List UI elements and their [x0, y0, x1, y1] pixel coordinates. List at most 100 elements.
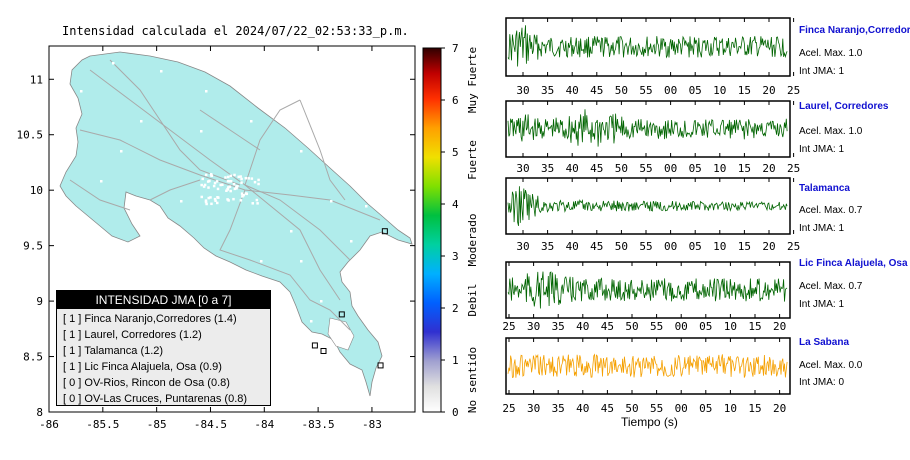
waveform-tick-label: 50	[615, 162, 628, 175]
station-jma: Int JMA: 1	[799, 223, 845, 234]
map-y-tick-label: 10.5	[17, 129, 44, 142]
waveform-tick-label: 15	[738, 84, 751, 97]
map-y-tick-label: 9.5	[23, 240, 43, 253]
waveform-tick-label: 05	[689, 162, 702, 175]
waveform-tick-label: 40	[566, 240, 579, 253]
waveform-panel: 25 30 35 40 45 50 55 00 05 10 15 20	[502, 261, 791, 333]
waveform-trace	[507, 25, 788, 67]
waveform-tick-label: 45	[590, 84, 603, 97]
station-marker	[381, 228, 388, 235]
station-jma: Int JMA: 1	[799, 144, 845, 155]
waveform-tick-label: 00	[664, 162, 677, 175]
station-marker	[377, 362, 384, 369]
waveform-tick-label: 45	[601, 320, 614, 333]
waveform-tick-label: 45	[601, 402, 614, 415]
waveform-panel: 30 35 40 45 50 55 00 05 10 15 20 25	[505, 177, 800, 253]
waveform-tick-label: 40	[566, 162, 579, 175]
colorbar-tick-label: 6	[452, 94, 459, 107]
waveform-tick-label: 10	[724, 402, 737, 415]
waveform-tick-label: 55	[650, 402, 663, 415]
waveform-tick-label: 50	[615, 240, 628, 253]
road-network	[69, 59, 381, 331]
station-acel: Acel. Max. 0.7	[799, 281, 863, 292]
waveform-tick-label: 20	[762, 84, 775, 97]
waveform-tick-label: 00	[664, 240, 677, 253]
colorbar-category-label: Debil	[466, 283, 479, 316]
station-marker	[338, 311, 345, 318]
map-x-tick-label: -84	[254, 418, 274, 431]
waveform-tick-label: 35	[541, 240, 554, 253]
colorbar-tick-label: 0	[452, 406, 459, 419]
colorbar-tick-label: 1	[452, 354, 459, 367]
waveform-tick-label: 00	[664, 84, 677, 97]
waveform-tick-label: 10	[724, 320, 737, 333]
waveform-tick-label: 20	[762, 240, 775, 253]
station-marker	[311, 342, 318, 349]
colorbar-category-label: No sentido	[466, 347, 479, 413]
waveform-tick-label: 30	[516, 84, 529, 97]
waveform-tick-label: 25	[787, 84, 800, 97]
waveform-tick-label: 05	[699, 402, 712, 415]
waveform-trace	[507, 109, 788, 147]
waveform-tick-label: 15	[738, 240, 751, 253]
station-acel: Acel. Max. 0.0	[799, 360, 863, 371]
waveform-tick-label: 00	[675, 320, 688, 333]
waveform-tick-label: 25	[787, 240, 800, 253]
waveform-tick-label: 20	[773, 402, 786, 415]
colorbar-tick-label: 7	[452, 42, 459, 55]
waveform-tick-label: 20	[773, 320, 786, 333]
waveform-tick-label: 00	[675, 402, 688, 415]
station-name: Lic Finca Alajuela, Osa	[799, 258, 908, 269]
waveform-tick-label: 50	[625, 320, 638, 333]
waveform-tick-label: 35	[552, 320, 565, 333]
colorbar-tick-label: 5	[452, 146, 459, 159]
waveform-tick-label: 10	[713, 84, 726, 97]
waveform-tick-label: 55	[639, 84, 652, 97]
map-x-tick-label: -83.5	[302, 418, 335, 431]
map-y-axis: 11 10.5 10 9.5 9 8.5 8	[17, 73, 415, 419]
legend-title: INTENSIDAD JMA [0 a 7]	[57, 291, 270, 309]
station-name: Finca Naranjo,Corredores	[799, 25, 910, 36]
intensity-legend: INTENSIDAD JMA [0 a 7] [ 1 ] Finca Naran…	[56, 290, 271, 406]
station-jma: Int JMA: 0	[799, 377, 845, 388]
costa-rica-landmass	[59, 51, 413, 397]
waveform-tick-label: 50	[615, 84, 628, 97]
legend-entry: [ 1 ] Lic Finca Alajuela, Osa (0.9)	[63, 361, 222, 373]
map-x-tick-label: -85	[147, 418, 167, 431]
map-title: Intensidad calculada el 2024/07/22_02:53…	[62, 24, 409, 38]
legend-entry: [ 0 ] OV-Las Cruces, Puntarenas (0.8)	[63, 393, 248, 405]
station-acel: Acel. Max. 1.0	[799, 48, 863, 59]
waveform-tick-label: 45	[590, 162, 603, 175]
waveform-tick-label: 05	[689, 84, 702, 97]
station-name: Talamanca	[799, 183, 850, 194]
waveform-tick-label: 50	[625, 402, 638, 415]
colorbar-category-label: Muy Fuerte	[466, 47, 479, 113]
time-axis-title: Tiempo (s)	[621, 415, 678, 429]
waveform-tick-label: 10	[713, 240, 726, 253]
waveform-tick-label: 35	[541, 162, 554, 175]
waveform-tick-label: 35	[552, 402, 565, 415]
map-x-tick-label: -86	[39, 418, 59, 431]
waveform-tick-label: 25	[502, 320, 515, 333]
station-marker	[320, 348, 327, 354]
map-x-tick-label: -85.5	[86, 418, 119, 431]
waveform-panels: 30 35 40 45 50 55 00 05 10 15 20 25 30 35 40 45 50 55 00 05…	[502, 17, 800, 415]
waveform-tick-label: 30	[527, 402, 540, 415]
map-x-tick-label: -84.5	[194, 418, 227, 431]
colorbar-tick-label: 3	[452, 250, 459, 263]
waveform-tick-label: 30	[516, 162, 529, 175]
station-acel: Acel. Max. 1.0	[799, 126, 863, 137]
legend-entry: [ 1 ] Laurel, Corredores (1.2)	[63, 329, 202, 341]
map-x-axis: -86 -85.5 -85 -84.5 -84 -83.5 -83	[39, 46, 382, 431]
colorbar-category-label: Moderado	[466, 214, 479, 267]
station-name: La Sabana	[799, 337, 850, 348]
waveform-tick-label: 35	[541, 84, 554, 97]
waveform-tick-label: 55	[639, 162, 652, 175]
waveform-tick-label: 45	[590, 240, 603, 253]
waveform-tick-label: 30	[516, 240, 529, 253]
waveform-trace	[507, 353, 788, 378]
map-y-tick-label: 8	[36, 406, 43, 419]
waveform-tick-label: 15	[738, 162, 751, 175]
station-jma: Int JMA: 1	[799, 299, 845, 310]
